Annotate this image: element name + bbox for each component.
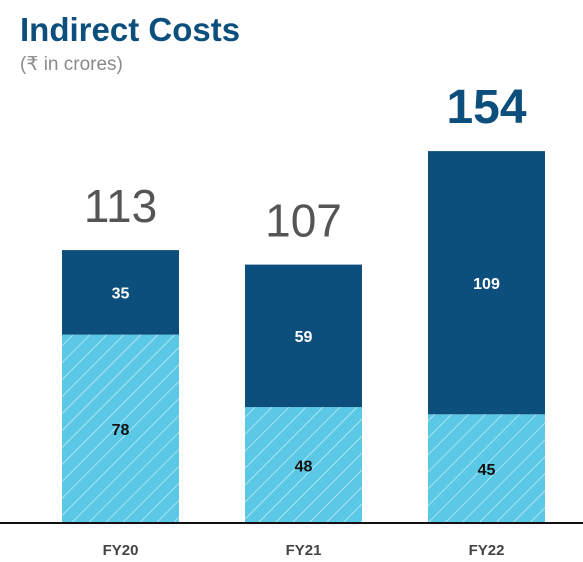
chart-subtitle: (₹ in crores): [20, 54, 123, 75]
chart-title: Indirect Costs: [20, 11, 240, 48]
total-label: 107: [265, 195, 342, 247]
segment-label: 35: [112, 286, 130, 303]
x-tick-label: FY22: [469, 542, 505, 559]
segment-label: 109: [473, 276, 500, 293]
total-label: 113: [84, 180, 157, 232]
segment-label: 45: [478, 462, 496, 479]
bar-hatch: [428, 414, 545, 523]
x-tick-label: FY20: [103, 542, 139, 559]
segment-label: 48: [295, 458, 313, 475]
bar-segment: [428, 151, 545, 415]
segment-label: 78: [112, 422, 130, 439]
total-label: 154: [446, 81, 526, 134]
bar-segment: [245, 264, 362, 408]
bar-hatch: [245, 407, 362, 523]
x-tick-label: FY21: [286, 542, 322, 559]
bar-segment: [62, 250, 179, 335]
bar-hatch: [62, 334, 179, 523]
segment-label: 59: [295, 329, 313, 346]
